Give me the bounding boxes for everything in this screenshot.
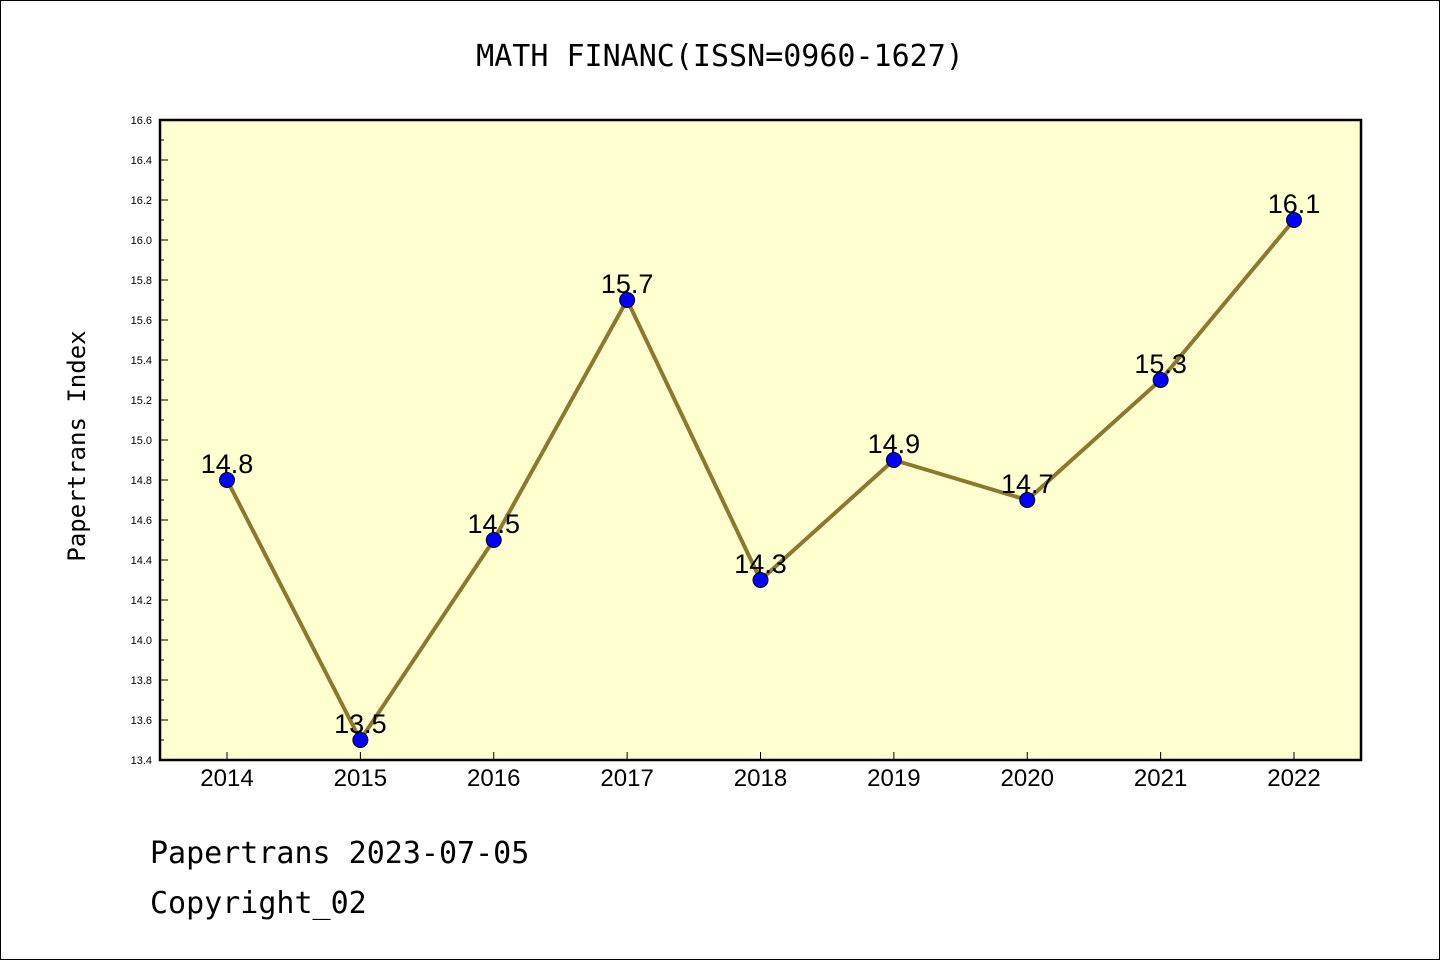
y-tick-label: 16.6 <box>131 115 152 127</box>
y-tick-label: 15.8 <box>131 275 152 287</box>
x-axis-ticks: 2014 2015 2016 2017 2018 2019 2020 2021 2022 <box>200 752 1321 792</box>
data-label: 14.5 <box>467 509 520 539</box>
data-point-marker <box>885 452 902 468</box>
x-tick-label: 2015 <box>334 765 387 792</box>
data-point-marker <box>1152 372 1169 388</box>
data-label: 14.8 <box>201 449 254 479</box>
plot-area <box>160 120 1361 760</box>
data-label: 14.3 <box>734 549 787 579</box>
y-tick-label: 14.0 <box>131 635 152 647</box>
y-tick-label: 14.8 <box>131 475 152 487</box>
y-tick-label: 16.0 <box>131 235 152 247</box>
x-tick-label: 2017 <box>600 765 653 792</box>
data-point-marker <box>619 292 636 308</box>
y-axis-ticks: 13.4 13.6 13.8 14.0 14.2 14.4 14.6 14.8 15.0 15.2… <box>131 115 168 767</box>
y-tick-label: 14.6 <box>131 515 152 527</box>
y-tick-label: 15.4 <box>131 355 152 367</box>
x-tick-label: 2014 <box>200 765 253 792</box>
data-point-marker <box>1019 492 1036 508</box>
y-tick-label: 15.2 <box>131 395 152 407</box>
data-point-marker <box>485 532 502 548</box>
x-tick-label: 2020 <box>1001 765 1054 792</box>
data-point-marker <box>1286 212 1302 228</box>
y-tick-label: 14.4 <box>131 555 152 567</box>
data-point-marker <box>752 572 769 588</box>
y-tick-label: 13.8 <box>131 675 152 687</box>
footer-date: Papertrans 2023-07-05 <box>150 836 530 871</box>
y-tick-label: 14.2 <box>131 595 152 607</box>
data-label: 14.7 <box>1001 469 1054 499</box>
x-tick-label: 2021 <box>1134 765 1187 792</box>
y-tick-label: 16.2 <box>131 195 152 207</box>
chart-title: MATH FINANC(ISSN=0960-1627) <box>476 39 964 74</box>
data-label: 15.7 <box>601 269 654 299</box>
data-point-marker <box>352 732 369 748</box>
data-label: 14.9 <box>868 429 921 459</box>
y-tick-label: 15.0 <box>131 435 152 447</box>
x-tick-label: 2022 <box>1267 765 1320 792</box>
y-tick-label: 13.4 <box>131 755 152 767</box>
x-tick-label: 2019 <box>867 765 920 792</box>
x-tick-label: 2016 <box>467 765 520 792</box>
data-label: 13.5 <box>334 709 387 739</box>
series-papertrans-index <box>219 212 1302 748</box>
y-axis-label: Papertrans Index <box>63 330 91 561</box>
y-tick-label: 13.6 <box>131 715 152 727</box>
footer-copyright: Copyright_02 <box>150 886 367 921</box>
data-label: 16.1 <box>1268 189 1321 219</box>
y-tick-label: 15.6 <box>131 315 152 327</box>
data-labels: 14.8 13.5 14.5 15.7 14.3 14.9 14.7 15.3 16.1 <box>201 189 1321 739</box>
plot-border <box>158 118 1363 762</box>
x-tick-label: 2018 <box>734 765 787 792</box>
y-tick-label: 16.4 <box>131 155 152 167</box>
data-label: 15.3 <box>1134 349 1187 379</box>
data-point-marker <box>219 472 235 488</box>
